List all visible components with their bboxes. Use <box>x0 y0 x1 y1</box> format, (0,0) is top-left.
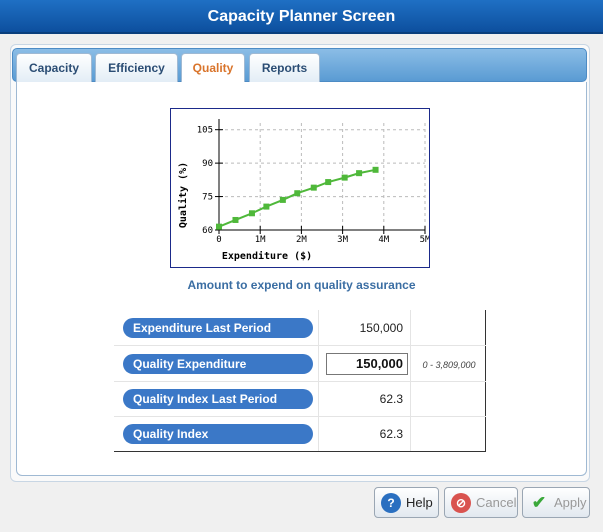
tab-reports[interactable]: Reports <box>249 53 320 82</box>
quality-index-last-period-label: Quality Index Last Period <box>123 389 313 409</box>
table-row-divider <box>114 345 486 346</box>
data-point <box>232 216 239 223</box>
data-point <box>248 210 255 217</box>
y-tick-label: 105 <box>197 126 213 136</box>
x-tick-label: 3M <box>337 235 348 245</box>
data-point <box>325 179 332 186</box>
table-row-divider <box>114 416 486 417</box>
quality-index-value: 62.3 <box>379 427 403 441</box>
expenditure-last-period-value: 150,000 <box>359 321 403 335</box>
x-tick-label: 1M <box>255 235 266 245</box>
data-point <box>341 174 348 181</box>
help-button-label: Help <box>406 495 433 510</box>
quality-expenditure-range: 0 - 3,809,000 <box>422 360 476 370</box>
table-column-divider <box>410 310 411 451</box>
data-point <box>372 166 379 173</box>
quality-index-last-period-value: 62.3 <box>379 392 403 406</box>
x-tick-label: 2M <box>296 235 307 245</box>
cancel-icon: ⊘ <box>451 492 471 513</box>
quality-chart-svg: 60 75 90 105 0 1M 2M 3M 4M 5M Expenditure ($) Qua… <box>177 119 431 262</box>
quality-expenditure-input[interactable]: 150,000 <box>326 353 408 375</box>
quality-index-label: Quality Index <box>123 424 313 444</box>
table-row-divider <box>114 381 486 382</box>
series-line <box>218 168 376 228</box>
apply-button[interactable]: ✔ Apply <box>522 487 590 518</box>
data-point <box>279 196 286 203</box>
tab-capacity[interactable]: Capacity <box>16 53 92 82</box>
x-tick-label: 5M <box>420 235 429 245</box>
help-icon: ? <box>381 492 401 513</box>
check-icon: ✔ <box>531 492 547 512</box>
chart-caption: Amount to expend on quality assurance <box>187 278 416 292</box>
x-tick-label: 4M <box>378 235 389 245</box>
y-tick-label: 90 <box>202 159 213 169</box>
cancel-button-label: Cancel <box>476 495 517 510</box>
help-button[interactable]: ? Help <box>374 487 439 518</box>
tab-quality[interactable]: Quality <box>181 53 245 83</box>
data-point <box>356 170 363 177</box>
cancel-button[interactable]: ⊘ Cancel <box>444 487 518 518</box>
x-axis-label: Expenditure ($) <box>222 250 312 262</box>
apply-button-label: Apply <box>554 495 587 510</box>
table-column-divider <box>318 310 319 451</box>
data-point <box>310 184 317 191</box>
data-point <box>216 223 222 230</box>
quality-chart: 60 75 90 105 0 1M 2M 3M 4M 5M Expenditure ($) Qua… <box>170 108 431 268</box>
quality-expenditure-label: Quality Expenditure <box>123 354 313 374</box>
x-tick-label: 0 <box>216 235 221 245</box>
window-title: Capacity Planner Screen <box>0 0 603 34</box>
data-point <box>263 203 270 210</box>
expenditure-last-period-label: Expenditure Last Period <box>123 318 313 338</box>
data-point <box>294 190 301 197</box>
tab-efficiency[interactable]: Efficiency <box>95 53 178 82</box>
y-tick-label: 75 <box>202 193 213 203</box>
y-axis-label: Quality (%) <box>177 162 189 228</box>
y-tick-label: 60 <box>202 226 213 236</box>
